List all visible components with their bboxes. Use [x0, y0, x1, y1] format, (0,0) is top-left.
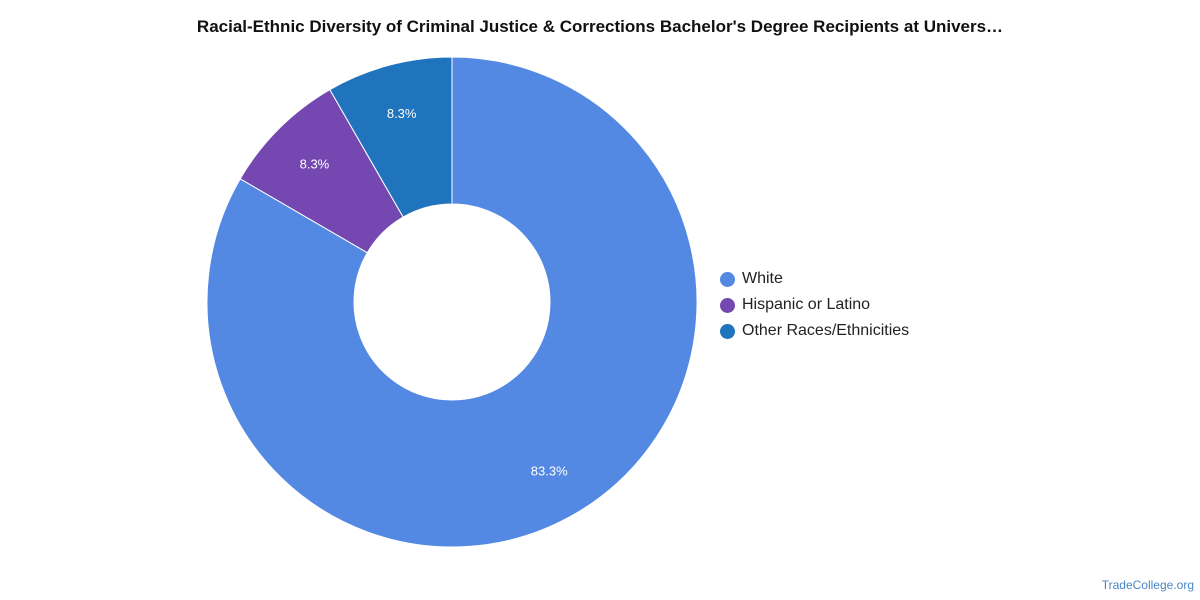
legend-item-white[interactable]: White	[720, 266, 909, 292]
chart-legend: White Hispanic or Latino Other Races/Eth…	[720, 266, 909, 344]
legend-label-white: White	[742, 270, 783, 287]
slice-other-races-ethnicities[interactable]	[329, 56, 453, 218]
legend-item-other-races-ethnicities[interactable]: Other Races/Ethnicities	[720, 318, 909, 344]
slice-label-other-races-ethnicities: 8.3%	[387, 106, 417, 121]
source-credit[interactable]: TradeCollege.org	[1101, 578, 1194, 592]
legend-label-other-races-ethnicities: Other Races/Ethnicities	[742, 322, 910, 339]
legend-swatch-hispanic-or-latino	[720, 297, 735, 313]
legend-item-hispanic-or-latino[interactable]: Hispanic or Latino	[720, 292, 909, 318]
legend-label-hispanic-or-latino: Hispanic or Latino	[742, 296, 871, 313]
slice-white[interactable]	[206, 56, 698, 548]
slice-label-white: 83.3%	[531, 464, 568, 479]
legend-swatch-other-races-ethnicities	[720, 323, 735, 339]
legend-swatch-white	[720, 271, 735, 287]
slice-label-hispanic-or-latino: 8.3%	[300, 156, 330, 171]
chart-title: Racial-Ethnic Diversity of Criminal Just…	[196, 17, 1004, 36]
